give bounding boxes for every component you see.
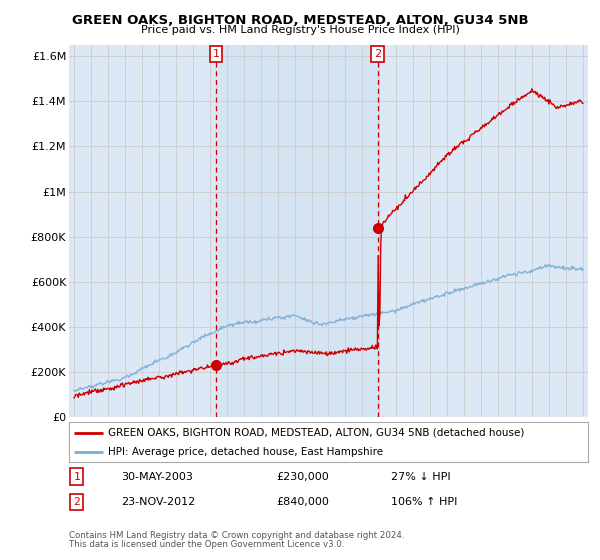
Text: 23-NOV-2012: 23-NOV-2012 (121, 497, 195, 507)
Text: 30-MAY-2003: 30-MAY-2003 (121, 472, 193, 482)
Text: 2: 2 (374, 49, 381, 59)
Text: £840,000: £840,000 (277, 497, 329, 507)
Text: Price paid vs. HM Land Registry's House Price Index (HPI): Price paid vs. HM Land Registry's House … (140, 25, 460, 35)
Text: 1: 1 (213, 49, 220, 59)
Text: HPI: Average price, detached house, East Hampshire: HPI: Average price, detached house, East… (108, 447, 383, 457)
Text: GREEN OAKS, BIGHTON ROAD, MEDSTEAD, ALTON, GU34 5NB: GREEN OAKS, BIGHTON ROAD, MEDSTEAD, ALTO… (71, 14, 529, 27)
Text: GREEN OAKS, BIGHTON ROAD, MEDSTEAD, ALTON, GU34 5NB (detached house): GREEN OAKS, BIGHTON ROAD, MEDSTEAD, ALTO… (108, 428, 524, 438)
Text: Contains HM Land Registry data © Crown copyright and database right 2024.: Contains HM Land Registry data © Crown c… (69, 531, 404, 540)
Text: 27% ↓ HPI: 27% ↓ HPI (391, 472, 451, 482)
Bar (216, 45, 377, 417)
Text: This data is licensed under the Open Government Licence v3.0.: This data is licensed under the Open Gov… (69, 540, 344, 549)
Text: 106% ↑ HPI: 106% ↑ HPI (391, 497, 457, 507)
Text: £230,000: £230,000 (277, 472, 329, 482)
Text: 1: 1 (73, 472, 80, 482)
Text: 2: 2 (73, 497, 80, 507)
